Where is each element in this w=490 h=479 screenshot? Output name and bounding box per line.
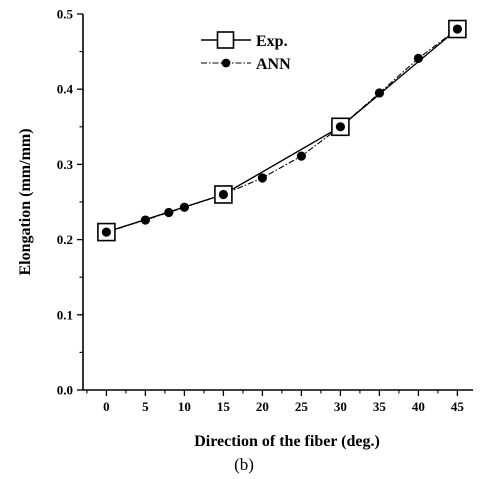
ann-data-point (257, 173, 267, 183)
x-tick-label: 25 (295, 399, 309, 414)
y-tick-label: 0.5 (57, 7, 74, 22)
x-tick-label: 10 (178, 399, 191, 414)
y-tick-label: 0.1 (57, 307, 73, 322)
markers (97, 19, 467, 242)
ann-data-point (164, 207, 174, 218)
x-tick-label: 40 (412, 399, 425, 414)
figure-caption: (b) (234, 455, 254, 474)
ann-data-point (296, 151, 306, 161)
x-tick-label: 30 (334, 399, 347, 414)
y-axis-title: Elongation (mm/mm) (17, 128, 34, 275)
ticks: 0 5 10 15 20 25 30 35 40 45 0.0 0.1 0.2 0.3 0.4 0.5 (57, 7, 465, 415)
x-tick-label: 45 (451, 399, 465, 414)
ann-data-point (335, 122, 345, 132)
ann-data-point (374, 88, 384, 98)
y-tick-label: 0.4 (57, 82, 74, 97)
y-tick-label: 0.2 (57, 232, 73, 247)
x-tick-label: 15 (217, 399, 231, 414)
ann-data-point (218, 189, 228, 200)
y-tick-label: 0.3 (57, 157, 74, 172)
x-axis-title: Direction of the fiber (deg.) (194, 433, 380, 450)
legend-ann-label: ANN (256, 56, 291, 73)
ann-data-point (413, 53, 423, 63)
legend-ann-marker (221, 58, 231, 68)
legend: Exp. ANN (201, 31, 291, 73)
x-tick-label: 35 (373, 399, 387, 414)
x-tick-label: 0 (103, 399, 110, 414)
legend-exp-marker (216, 31, 235, 49)
x-tick-label: 5 (142, 399, 149, 414)
ann-data-point (140, 215, 150, 225)
ann-data-point (101, 227, 111, 237)
legend-exp-label: Exp. (256, 33, 288, 50)
ann-data-point (452, 24, 462, 34)
x-tick-label: 20 (256, 399, 269, 414)
y-tick-label: 0.0 (57, 383, 73, 398)
ann-data-point (179, 202, 189, 212)
